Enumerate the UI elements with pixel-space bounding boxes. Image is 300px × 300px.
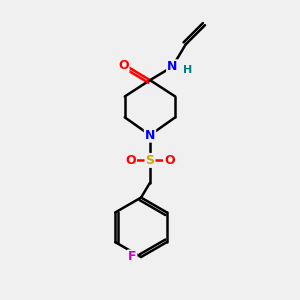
Text: O: O [118, 59, 129, 72]
Text: N: N [145, 129, 155, 142]
Text: N: N [167, 60, 178, 73]
Text: O: O [164, 154, 175, 167]
Text: O: O [125, 154, 136, 167]
Text: S: S [146, 154, 154, 167]
Text: H: H [182, 65, 192, 75]
Text: F: F [128, 250, 136, 263]
